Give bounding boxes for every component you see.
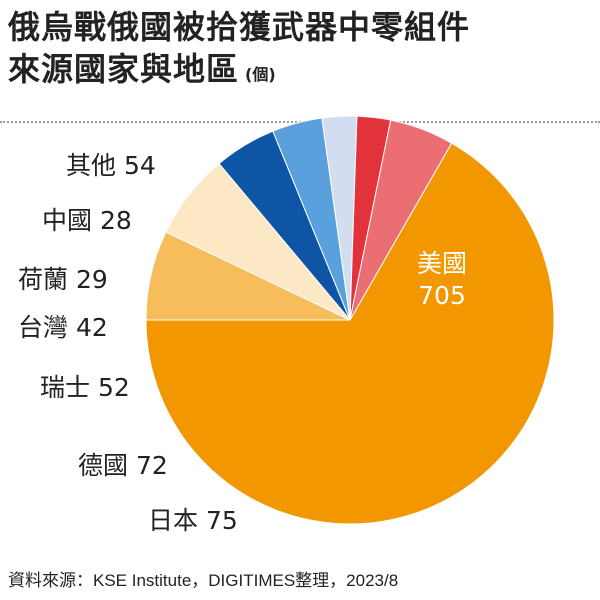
title-line-1: 俄烏戰俄國被拾獲武器中零組件 bbox=[8, 8, 471, 46]
pie-slice-7 bbox=[349, 119, 453, 321]
slice-label-germany: 德國 72 bbox=[78, 451, 168, 480]
slice-label-other: 其他 54 bbox=[66, 151, 156, 180]
slice-label-usa: 美國 705 bbox=[382, 248, 502, 312]
slice-label-netherlands: 荷蘭 29 bbox=[18, 265, 108, 294]
unit-label: (個) bbox=[245, 65, 276, 84]
source-note: 資料來源：KSE Institute，DIGITIMES整理，2023/8 bbox=[8, 571, 399, 590]
title-line-2-text: 來源國家與地區 bbox=[8, 50, 240, 88]
pie-slice-0 bbox=[145, 142, 555, 525]
chart-title: 俄烏戰俄國被拾獲武器中零組件 來源國家與地區 (個) bbox=[8, 6, 592, 96]
slice-label-china: 中國 28 bbox=[42, 206, 132, 235]
slice-label-switzerland: 瑞士 52 bbox=[40, 373, 130, 402]
title-line-2: 來源國家與地區 (個) bbox=[8, 48, 592, 96]
slice-label-taiwan: 台灣 42 bbox=[18, 313, 108, 342]
slice-label-usa-name: 美國 bbox=[416, 249, 467, 278]
slice-label-japan: 日本 75 bbox=[148, 506, 238, 535]
slice-label-usa-value: 705 bbox=[418, 281, 466, 310]
pie-slices bbox=[145, 115, 555, 525]
